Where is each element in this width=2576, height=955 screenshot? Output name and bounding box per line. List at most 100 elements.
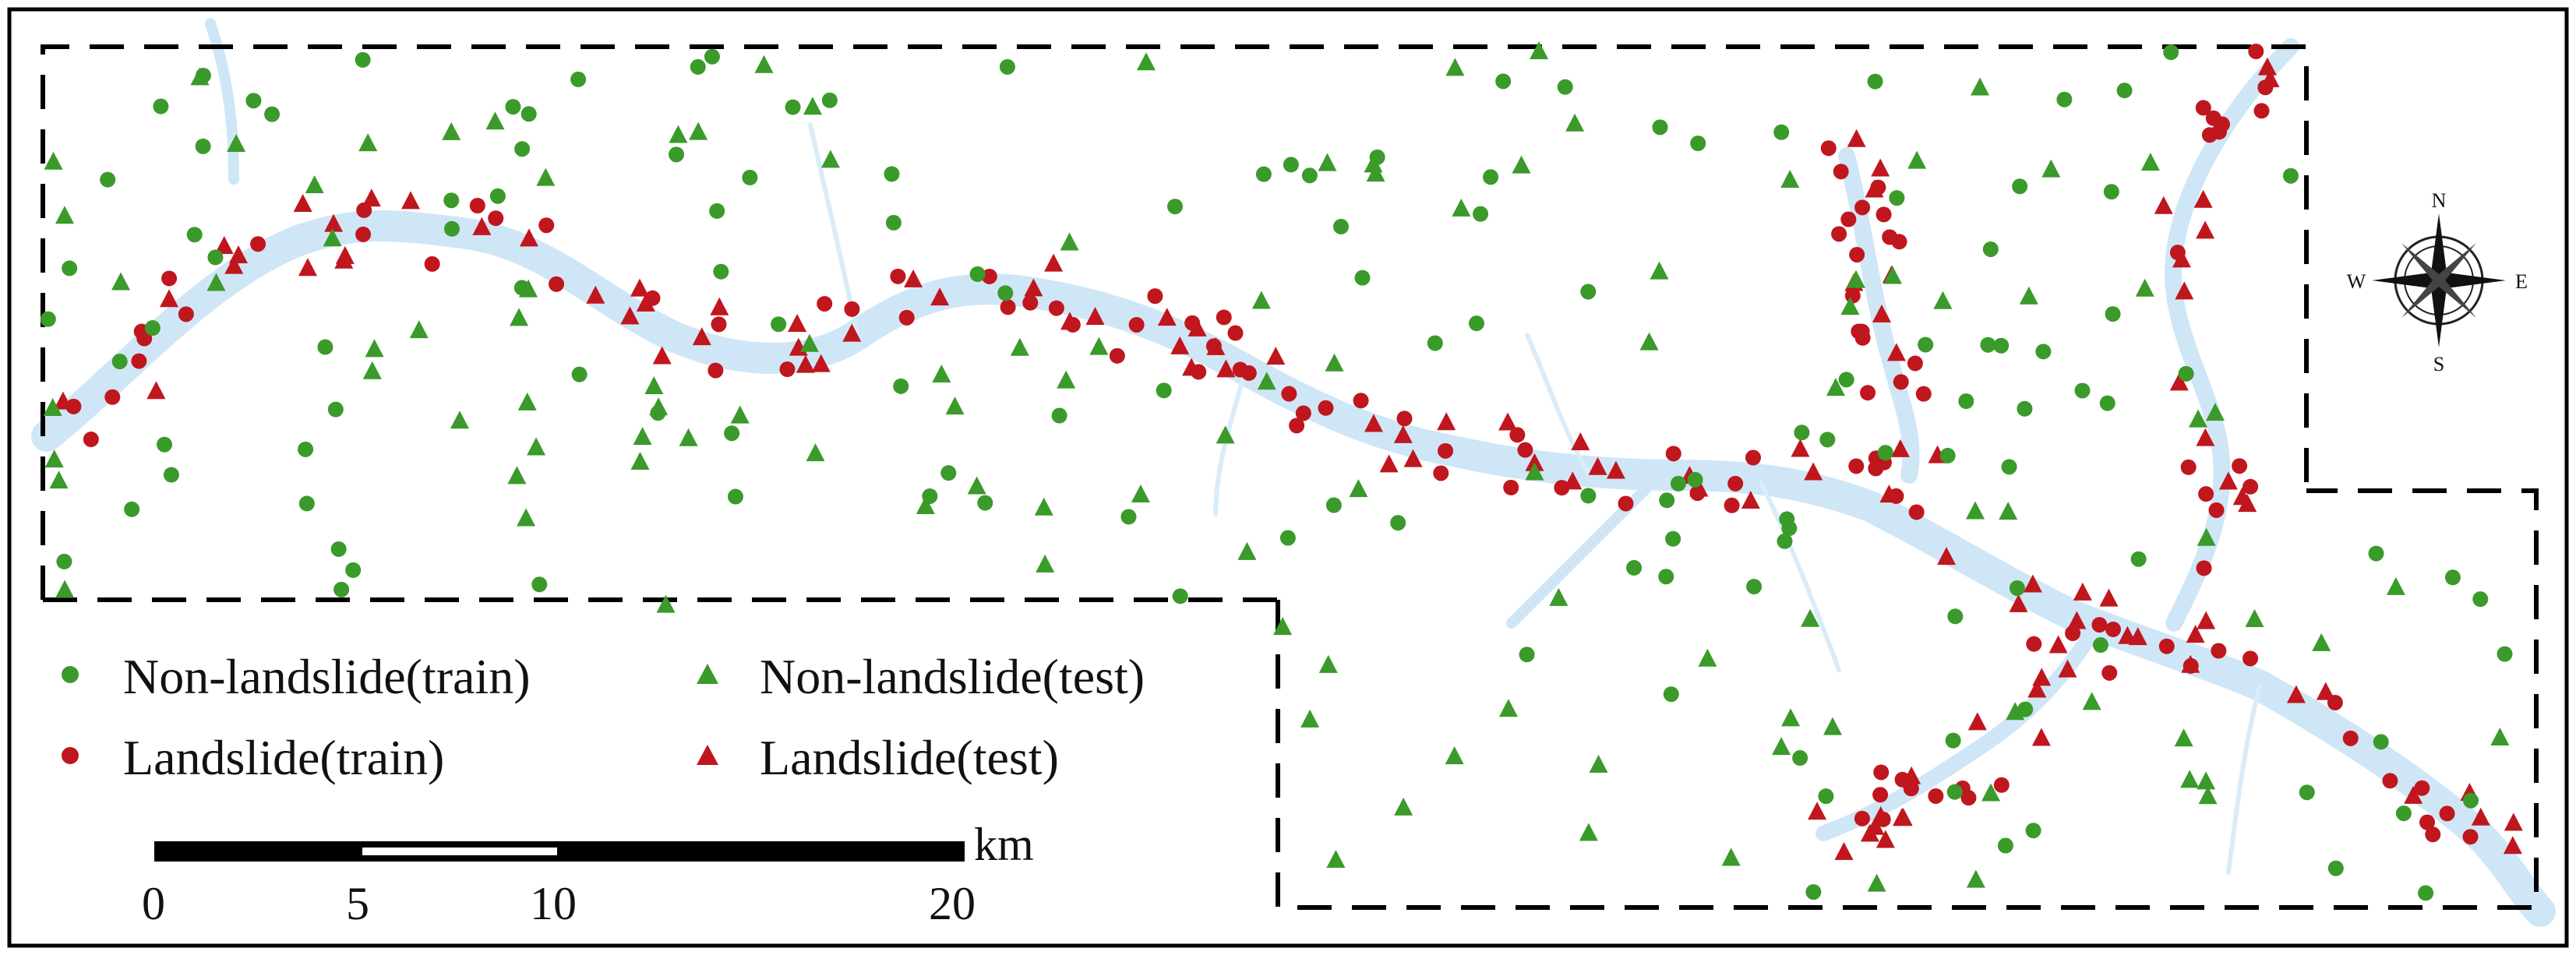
non-landslide-train-point: [1495, 73, 1512, 90]
non-landslide-test-point: [1781, 708, 1801, 727]
landslide-test-point: [1403, 449, 1423, 467]
non-landslide-test-point: [49, 470, 69, 489]
compass-point-e: [2439, 273, 2506, 288]
non-landslide-train-point: [2092, 637, 2108, 654]
non-landslide-test-point: [1060, 232, 1079, 251]
landslide-test-point: [1266, 347, 1286, 365]
non-landslide-train-point: [163, 467, 179, 483]
landslide-test-point: [224, 255, 244, 274]
landslide-train-point: [1833, 164, 1849, 180]
non-landslide-train-point: [1670, 475, 1686, 492]
non-landslide-train-point: [1877, 445, 1893, 461]
landslide-train-point: [2253, 103, 2270, 119]
landslide-train-point: [83, 432, 99, 448]
scale-bar-white-segment: [362, 848, 557, 855]
non-landslide-test-point: [1273, 617, 1293, 636]
non-landslide-test-point: [2386, 576, 2405, 595]
non-landslide-train-point: [2116, 83, 2133, 99]
landslide-train-point: [2196, 560, 2212, 576]
non-landslide-train-point: [2009, 580, 2025, 596]
non-landslide-train-point: [264, 106, 281, 122]
non-landslide-train-point: [207, 249, 224, 266]
non-landslide-train-point: [1483, 169, 1499, 185]
non-landslide-train-point: [2282, 167, 2299, 184]
landslide-train-point: [250, 236, 266, 252]
non-landslide-train-point: [2130, 551, 2147, 567]
non-landslide-train-point: [1947, 608, 1964, 625]
landslide-train-point: [2105, 621, 2121, 637]
legend-label-landslide-test: Landslide(test): [760, 730, 1059, 785]
non-landslide-train-point: [355, 51, 371, 68]
non-landslide-train-point: [2497, 646, 2513, 662]
west-tributary: [205, 18, 239, 185]
non-landslide-test-point: [2082, 692, 2101, 710]
non-landslide-test-point: [1010, 337, 1029, 356]
landslide-train-point: [1848, 458, 1865, 474]
non-landslide-test-point: [227, 133, 246, 152]
landslide-train-point: [2243, 650, 2259, 667]
non-landslide-train-point: [1792, 750, 1808, 766]
non-landslide-train-point: [443, 220, 460, 237]
non-landslide-train-point: [1918, 337, 1934, 353]
landslide-train-point: [711, 316, 727, 333]
non-landslide-test-point: [679, 428, 698, 446]
landslide-train-point: [65, 398, 82, 414]
compass-label-e: E: [2515, 270, 2528, 293]
non-landslide-train-point: [330, 541, 347, 557]
non-landslide-train-point: [186, 227, 203, 243]
non-landslide-train-point: [489, 188, 506, 204]
non-landslide-train-point: [570, 71, 587, 87]
non-landslide-train-point: [1889, 190, 1905, 206]
landslide-train-point: [1554, 480, 1570, 496]
non-landslide-train-point: [1051, 407, 1067, 424]
non-landslide-train-point: [1156, 382, 1172, 399]
non-landslide-train-point: [2105, 306, 2121, 322]
non-landslide-train-point: [1939, 447, 1956, 463]
landslide-test-point: [2196, 220, 2215, 239]
non-landslide-test-point: [1257, 372, 1276, 390]
non-landslide-train-point: [1777, 533, 1793, 549]
non-landslide-train-point: [940, 465, 957, 481]
landslide-test-point: [1871, 158, 1890, 177]
non-landslide-test-point: [2198, 786, 2218, 805]
landslide-train-point: [1903, 781, 1919, 797]
compass-point-sw: [2401, 280, 2439, 318]
landslide-test-point: [1876, 830, 1895, 848]
scale-tick-10: 10: [530, 878, 577, 929]
mid-tributary: [1506, 477, 1657, 629]
non-landslide-train-point: [669, 146, 685, 163]
non-landslide-train-point: [785, 99, 801, 115]
landslide-test-point: [796, 354, 815, 373]
small-creek-3: [1525, 333, 1592, 477]
landslide-test-point: [324, 213, 344, 232]
compass-point-se: [2439, 280, 2476, 318]
non-landslide-train-point: [1838, 372, 1854, 388]
landslide-test-point: [2316, 682, 2335, 700]
landslide-test-point: [2172, 249, 2191, 268]
small-creek-5: [2226, 683, 2262, 875]
non-landslide-test-point: [669, 125, 688, 143]
landslide-train-point: [1109, 347, 1125, 364]
non-landslide-test-point: [2197, 771, 2216, 790]
non-landslide-test-point: [2490, 728, 2510, 746]
landslide-train-point: [2208, 502, 2225, 518]
non-landslide-test-point: [1867, 873, 1886, 892]
non-landslide-test-point: [1445, 746, 1464, 765]
landslide-train-point: [104, 389, 121, 405]
non-landslide-test-point: [450, 411, 469, 429]
non-landslide-train-point: [997, 285, 1014, 301]
non-landslide-test-point: [206, 273, 226, 291]
landslide-test-point: [228, 245, 248, 263]
non-landslide-train-point: [571, 366, 588, 382]
non-landslide-train-point: [977, 495, 993, 511]
non-landslide-train-point: [2099, 395, 2115, 411]
non-landslide-test-point: [536, 167, 556, 186]
non-landslide-train-point: [520, 106, 537, 122]
non-landslide-train-point: [2395, 805, 2412, 822]
non-landslide-train-point: [709, 203, 725, 219]
landslide-train-point: [1907, 355, 1923, 372]
non-landslide-test-point: [730, 405, 750, 424]
landslide-train-point: [1745, 449, 1761, 466]
landslide-train-point: [1854, 810, 1870, 826]
non-landslide-test-point: [1589, 754, 1608, 773]
